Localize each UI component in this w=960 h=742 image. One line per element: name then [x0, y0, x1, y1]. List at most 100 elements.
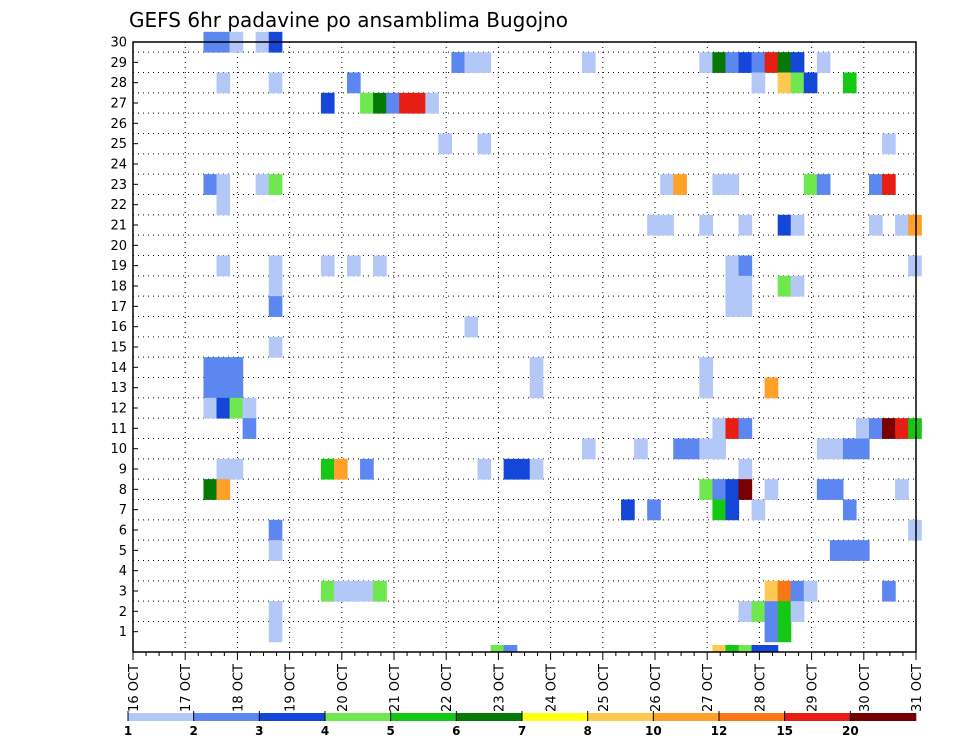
data-cell — [829, 438, 844, 460]
legend: 1 2 3 4 5 6 7 8 10 12 15 20 — [124, 711, 917, 738]
y-axis: 1234567891011121314151617181920212223242… — [110, 36, 138, 640]
data-cell — [360, 580, 374, 602]
legend-swatch — [456, 713, 523, 721]
data-cell — [229, 458, 244, 480]
data-cell — [647, 214, 661, 236]
x-tick-label: 23 OCT — [492, 664, 507, 712]
x-tick-label: 27 OCT — [701, 664, 716, 712]
data-cell — [738, 418, 753, 439]
data-cell — [738, 601, 753, 622]
data-cell — [647, 499, 661, 521]
x-tick-label: 31 OCT — [910, 664, 925, 712]
data-cell — [751, 645, 766, 652]
data-cell — [908, 214, 922, 236]
data-cell — [777, 601, 792, 622]
data-cell — [216, 194, 231, 216]
data-cell — [673, 174, 687, 195]
x-tick-label: 26 OCT — [649, 664, 664, 712]
data-cell — [347, 255, 361, 277]
legend-swatch — [719, 713, 785, 721]
legend-label: 12 — [711, 724, 728, 738]
x-tick-label: 18 OCT — [231, 664, 246, 712]
y-tick-label: 12 — [110, 402, 127, 417]
data-cell — [908, 519, 922, 541]
data-cell — [725, 296, 740, 317]
y-tick-label: 26 — [110, 117, 127, 132]
data-cell — [869, 174, 883, 195]
data-cell — [268, 621, 283, 643]
y-tick-label: 9 — [119, 463, 127, 478]
data-cell — [203, 377, 218, 399]
data-cell — [477, 458, 492, 480]
data-cell — [686, 438, 700, 460]
data-cell — [242, 397, 257, 419]
data-cell — [725, 479, 740, 500]
data-cells — [203, 31, 922, 652]
x-tick-label: 24 OCT — [545, 664, 560, 712]
data-cell — [333, 580, 348, 602]
x-tick-label: 17 OCT — [179, 664, 194, 712]
legend-swatch — [653, 713, 720, 721]
data-cell — [908, 255, 922, 277]
data-cell — [712, 418, 727, 439]
data-cell — [764, 621, 779, 643]
y-tick-label: 16 — [110, 320, 127, 335]
data-cell — [829, 479, 844, 500]
data-cell — [790, 580, 805, 602]
data-cell — [333, 458, 348, 480]
y-tick-label: 27 — [110, 97, 127, 112]
data-cell — [751, 601, 766, 622]
data-cell — [712, 438, 727, 460]
data-cell — [216, 397, 231, 419]
y-tick-label: 23 — [110, 178, 127, 193]
legend-swatch — [784, 713, 851, 721]
legend-label: 15 — [776, 724, 793, 738]
y-tick-label: 3 — [119, 585, 127, 600]
data-cell — [751, 52, 766, 73]
legend-label: 6 — [452, 724, 460, 738]
legend-swatch — [390, 713, 457, 721]
data-cell — [699, 357, 714, 378]
data-cell — [203, 174, 218, 195]
data-cell — [320, 92, 335, 114]
data-cell — [634, 438, 648, 460]
y-tick-label: 29 — [110, 56, 127, 71]
x-tick-label: 20 OCT — [336, 664, 351, 712]
data-cell — [803, 174, 818, 195]
y-tick-label: 7 — [119, 503, 127, 518]
data-cell — [855, 540, 870, 561]
data-cell — [347, 72, 361, 94]
data-cell — [242, 418, 257, 439]
chart-title: GEFS 6hr padavine po ansamblima Bugojno — [129, 8, 568, 32]
y-tick-label: 11 — [110, 422, 127, 437]
data-cell — [882, 174, 896, 195]
legend-swatch — [587, 713, 654, 721]
y-tick-label: 18 — [110, 280, 127, 295]
data-cell — [464, 52, 479, 73]
data-cell — [738, 255, 753, 277]
data-cell — [386, 92, 400, 114]
data-cell — [216, 357, 231, 378]
legend-label: 10 — [645, 724, 662, 738]
data-cell — [464, 316, 479, 338]
data-cell — [829, 540, 844, 561]
y-tick-label: 4 — [119, 564, 127, 579]
data-cell — [203, 479, 218, 500]
data-cell — [490, 645, 505, 652]
data-cell — [712, 174, 727, 195]
y-tick-label: 6 — [119, 524, 127, 539]
data-cell — [699, 438, 714, 460]
data-cell — [268, 275, 283, 297]
data-cell — [699, 214, 714, 236]
data-cell — [738, 296, 753, 317]
data-cell — [790, 52, 805, 73]
data-cell — [360, 458, 374, 480]
data-cell — [816, 479, 831, 500]
data-cell — [268, 174, 283, 195]
data-cell — [660, 174, 674, 195]
data-cell — [777, 214, 792, 236]
legend-label: 20 — [842, 724, 859, 738]
data-cell — [712, 645, 727, 652]
data-cell — [503, 645, 518, 652]
